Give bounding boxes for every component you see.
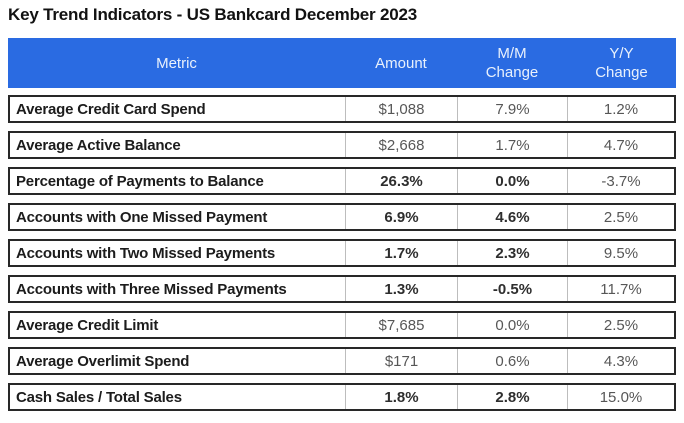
mm-change-cell: 7.9% bbox=[457, 97, 567, 121]
header-mm-label-line2: Change bbox=[485, 64, 539, 81]
mm-change-cell: 2.8% bbox=[457, 385, 567, 409]
header-yy-label-line1: Y/Y bbox=[609, 45, 634, 62]
table-row: Percentage of Payments to Balance 26.3% … bbox=[8, 167, 676, 195]
page-title: Key Trend Indicators - US Bankcard Decem… bbox=[8, 5, 417, 24]
table-row: Average Overlimit Spend $171 0.6% 4.3% bbox=[8, 347, 676, 375]
amount-cell: 1.7% bbox=[345, 241, 457, 265]
header-amount-label: Amount bbox=[375, 54, 427, 72]
metric-cell: Cash Sales / Total Sales bbox=[16, 388, 182, 406]
table-header: Metric Amount M/M Change Y/Y Change bbox=[8, 38, 676, 88]
amount-cell: 6.9% bbox=[345, 205, 457, 229]
amount-cell: 1.8% bbox=[345, 385, 457, 409]
yy-change-cell: 2.5% bbox=[567, 313, 674, 337]
header-metric: Metric bbox=[8, 38, 345, 88]
mm-change-cell: 0.0% bbox=[457, 169, 567, 193]
header-yy-label-line2: Change bbox=[595, 64, 648, 81]
mm-change-cell: 4.6% bbox=[457, 205, 567, 229]
metric-cell: Average Credit Limit bbox=[16, 316, 159, 334]
header-yy-change: Y/Y Change bbox=[567, 38, 676, 88]
amount-cell: $171 bbox=[345, 349, 457, 373]
header-amount: Amount bbox=[345, 38, 457, 88]
table-row: Average Active Balance $2,668 1.7% 4.7% bbox=[8, 131, 676, 159]
yy-change-cell: 11.7% bbox=[567, 277, 674, 301]
mm-change-cell: -0.5% bbox=[457, 277, 567, 301]
yy-change-cell: 4.7% bbox=[567, 133, 674, 157]
amount-cell: $2,668 bbox=[345, 133, 457, 157]
mm-change-cell: 1.7% bbox=[457, 133, 567, 157]
metric-cell: Accounts with Two Missed Payments bbox=[16, 244, 276, 262]
yy-change-cell: 1.2% bbox=[567, 97, 674, 121]
metric-cell: Percentage of Payments to Balance bbox=[16, 172, 264, 190]
yy-change-cell: 4.3% bbox=[567, 349, 674, 373]
amount-cell: $7,685 bbox=[345, 313, 457, 337]
metric-cell: Accounts with Three Missed Payments bbox=[16, 280, 287, 298]
amount-cell: 26.3% bbox=[345, 169, 457, 193]
table-row: Average Credit Limit $7,685 0.0% 2.5% bbox=[8, 311, 676, 339]
yy-change-cell: 9.5% bbox=[567, 241, 674, 265]
table-row: Accounts with Three Missed Payments 1.3%… bbox=[8, 275, 676, 303]
mm-change-cell: 2.3% bbox=[457, 241, 567, 265]
table-row: Accounts with Two Missed Payments 1.7% 2… bbox=[8, 239, 676, 267]
table-row: Accounts with One Missed Payment 6.9% 4.… bbox=[8, 203, 676, 231]
header-mm-label-line1: M/M bbox=[497, 45, 527, 62]
metric-cell: Accounts with One Missed Payment bbox=[16, 208, 268, 226]
amount-cell: $1,088 bbox=[345, 97, 457, 121]
mm-change-cell: 0.6% bbox=[457, 349, 567, 373]
header-metric-label: Metric bbox=[156, 54, 197, 72]
yy-change-cell: -3.7% bbox=[567, 169, 674, 193]
metric-cell: Average Active Balance bbox=[16, 136, 181, 154]
metric-cell: Average Overlimit Spend bbox=[16, 352, 190, 370]
header-mm-change: M/M Change bbox=[457, 38, 567, 88]
amount-cell: 1.3% bbox=[345, 277, 457, 301]
mm-change-cell: 0.0% bbox=[457, 313, 567, 337]
yy-change-cell: 2.5% bbox=[567, 205, 674, 229]
table-body: Average Credit Card Spend $1,088 7.9% 1.… bbox=[8, 95, 676, 419]
table-row: Average Credit Card Spend $1,088 7.9% 1.… bbox=[8, 95, 676, 123]
yy-change-cell: 15.0% bbox=[567, 385, 674, 409]
metric-cell: Average Credit Card Spend bbox=[16, 100, 206, 118]
table-row: Cash Sales / Total Sales 1.8% 2.8% 15.0% bbox=[8, 383, 676, 411]
